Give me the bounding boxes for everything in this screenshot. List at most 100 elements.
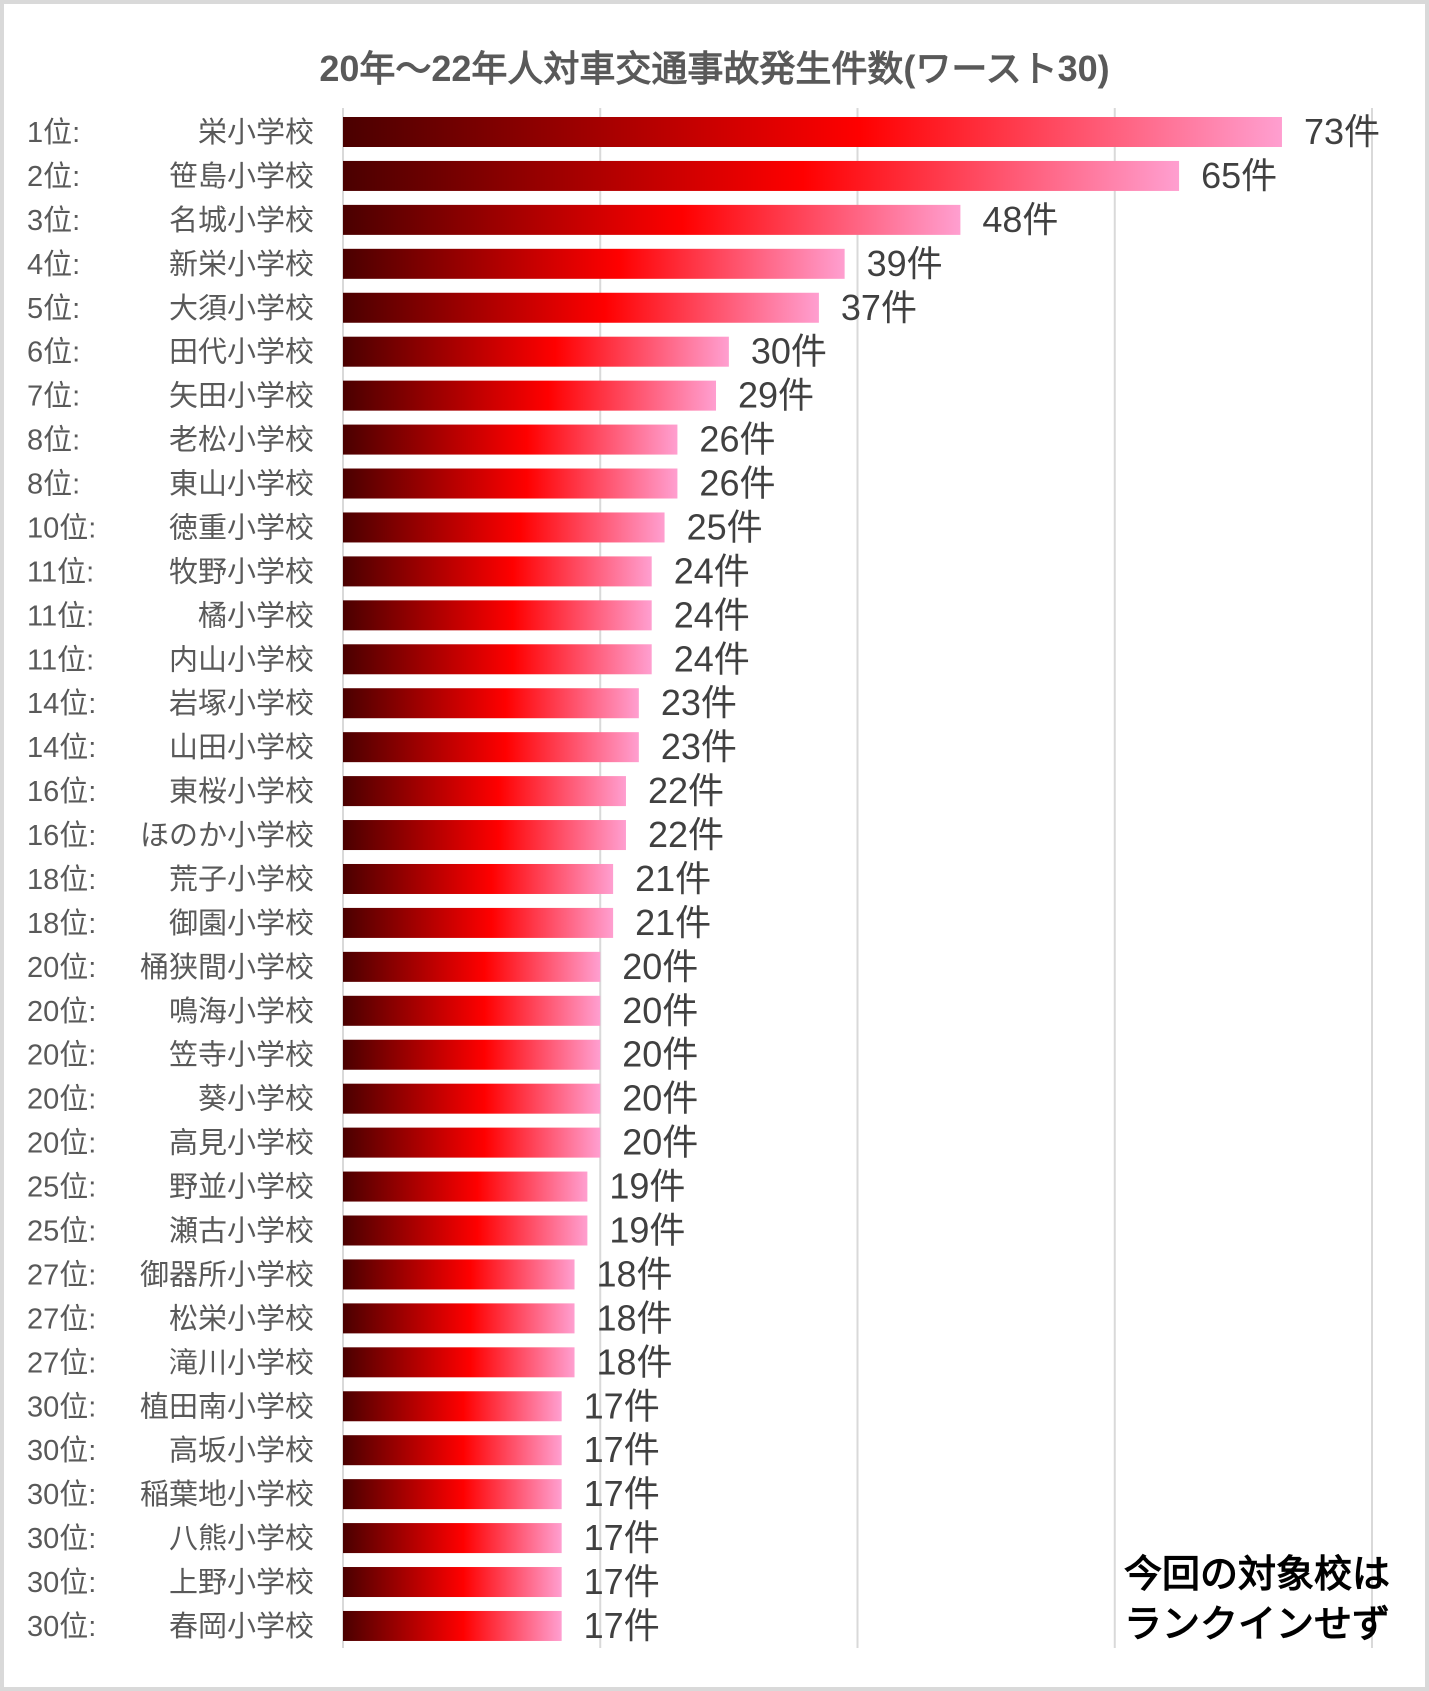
rank-label: 25位: (27, 1171, 96, 1204)
rank-label: 14位: (27, 687, 96, 720)
bar (343, 248, 845, 279)
data-label: 17件 (584, 1561, 660, 1602)
category-label: 滝川小学校 (169, 1346, 314, 1379)
data-label: 17件 (584, 1605, 660, 1646)
bar (343, 600, 652, 631)
rank-label: 18位: (27, 907, 96, 940)
category-label: 野並小学校 (169, 1171, 314, 1204)
annotation-line-1: 今回の対象校は (1123, 1554, 1390, 1596)
bar (343, 160, 1180, 191)
category-label: 上野小学校 (169, 1566, 314, 1599)
rank-label: 30位: (27, 1478, 96, 1511)
category-label: 笠寺小学校 (169, 1039, 314, 1072)
rank-label: 20位: (27, 1039, 96, 1072)
category-label: ほのか小学校 (140, 819, 314, 852)
data-label: 21件 (635, 858, 711, 899)
bar (343, 1435, 562, 1466)
category-label: 高見小学校 (169, 1127, 314, 1160)
data-label: 24件 (674, 550, 750, 591)
category-label: 葵小学校 (198, 1083, 314, 1116)
bar (343, 1303, 575, 1334)
data-label: 18件 (597, 1297, 673, 1338)
bar (343, 995, 601, 1026)
data-label: 25件 (687, 506, 763, 547)
bar (343, 863, 614, 894)
rank-label: 20位: (27, 1083, 96, 1116)
bar (343, 1215, 588, 1246)
category-label: 松栄小学校 (169, 1302, 314, 1335)
category-label: 橘小学校 (198, 599, 314, 632)
rank-label: 27位: (27, 1302, 96, 1335)
bar (343, 512, 665, 543)
data-label: 19件 (609, 1210, 685, 1251)
category-label: 御園小学校 (169, 907, 314, 940)
category-label: 内山小学校 (169, 643, 314, 676)
category-label: 矢田小学校 (169, 380, 314, 413)
bar (343, 1083, 601, 1114)
data-label: 48件 (982, 199, 1058, 240)
bar (343, 732, 639, 763)
category-label: 高坂小学校 (169, 1434, 314, 1467)
bar (343, 644, 652, 675)
rank-label: 1位: (27, 116, 80, 149)
category-label: 老松小学校 (169, 424, 314, 457)
data-label: 26件 (699, 463, 775, 504)
data-label: 17件 (584, 1429, 660, 1470)
bar (343, 1479, 562, 1510)
category-label: 岩塚小学校 (169, 687, 314, 720)
data-label: 26件 (699, 419, 775, 460)
data-label: 17件 (584, 1473, 660, 1514)
rank-label: 16位: (27, 775, 96, 808)
category-label: 瀬古小学校 (169, 1215, 314, 1248)
category-label: 栄小学校 (198, 116, 314, 149)
bar (343, 556, 652, 587)
category-label: 稲葉地小学校 (140, 1478, 314, 1511)
data-label: 29件 (738, 375, 814, 416)
data-label: 23件 (661, 726, 737, 767)
bar (343, 951, 601, 982)
rank-label: 2位: (27, 160, 80, 193)
category-label: 東桜小学校 (169, 775, 314, 808)
rank-label: 20位: (27, 1127, 96, 1160)
data-label: 20件 (622, 990, 698, 1031)
annotation: 今回の対象校は ランクインせず (1080, 1550, 1390, 1650)
category-label: 大須小学校 (169, 292, 314, 325)
data-label: 30件 (751, 331, 827, 372)
category-label: 山田小学校 (169, 731, 314, 764)
rank-label: 11位: (27, 643, 94, 676)
category-label: 鳴海小学校 (169, 995, 314, 1028)
bar (343, 117, 1282, 147)
bar (343, 1610, 562, 1641)
rank-label: 20位: (27, 995, 96, 1028)
bar (343, 1567, 562, 1598)
data-label: 39件 (867, 243, 943, 284)
bar (343, 1523, 562, 1554)
category-label: 新栄小学校 (169, 248, 314, 281)
data-label: 21件 (635, 902, 711, 943)
data-label: 17件 (584, 1385, 660, 1426)
bar (343, 1171, 588, 1202)
data-label: 19件 (609, 1166, 685, 1207)
rank-label: 8位: (27, 468, 80, 501)
bar (343, 468, 678, 499)
rank-label: 6位: (27, 336, 80, 369)
category-label: 春岡小学校 (169, 1610, 314, 1643)
category-label: 東山小学校 (169, 468, 314, 501)
category-label: 名城小学校 (169, 204, 314, 237)
data-label: 20件 (622, 946, 698, 987)
bar (343, 776, 626, 807)
data-label: 22件 (648, 814, 724, 855)
bar (343, 380, 717, 411)
rank-label: 8位: (27, 424, 80, 457)
data-label: 24件 (674, 594, 750, 635)
rank-label: 30位: (27, 1610, 96, 1643)
rank-label: 11位: (27, 599, 94, 632)
bar (343, 1127, 601, 1158)
category-label: 徳重小学校 (169, 511, 314, 544)
bar (343, 424, 678, 455)
bar (343, 907, 614, 938)
category-label: 荒子小学校 (169, 863, 314, 896)
rank-label: 30位: (27, 1566, 96, 1599)
